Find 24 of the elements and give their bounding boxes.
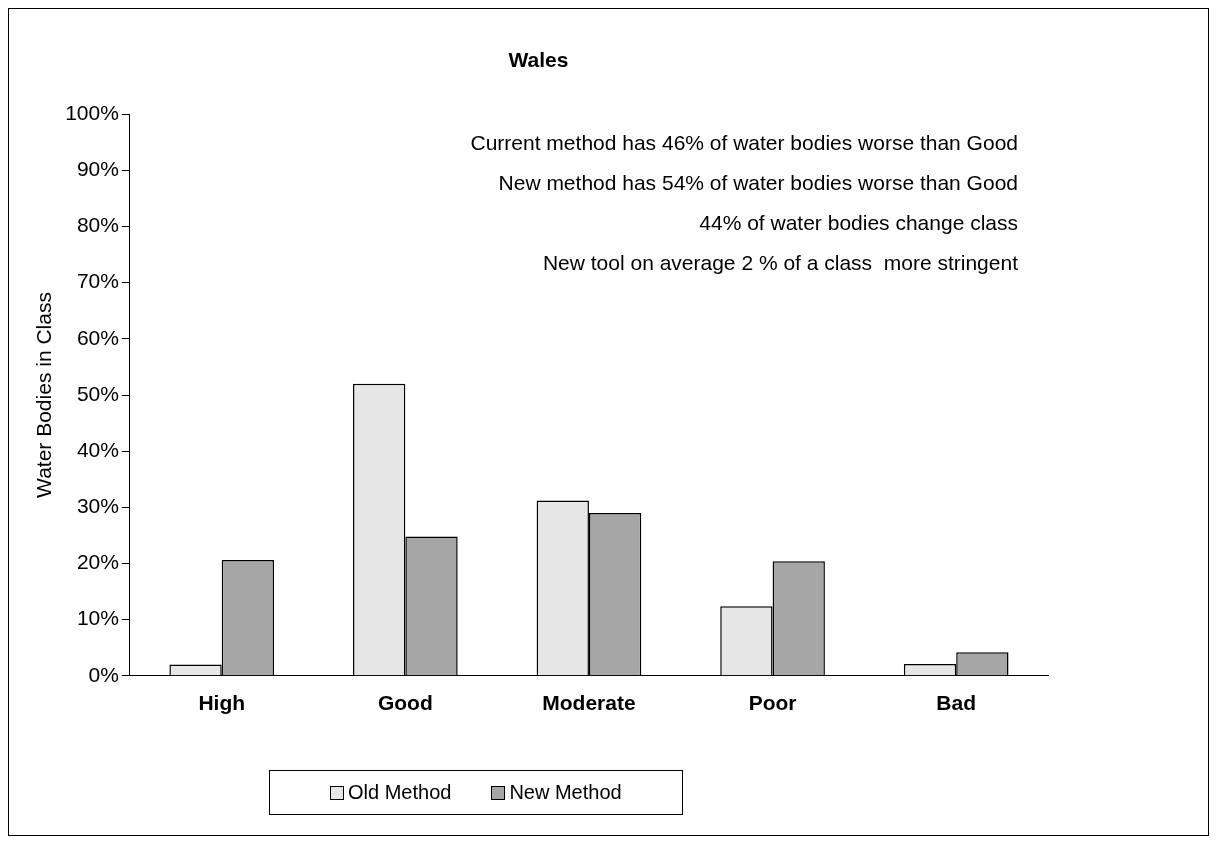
y-tick-label: 30%: [76, 494, 119, 518]
y-tick-label: 70%: [76, 269, 119, 293]
y-tick-label: 50%: [76, 381, 119, 405]
annotation: Current method has 46% of water bodies worse than Good: [470, 131, 1018, 154]
y-tick-label: 20%: [76, 550, 119, 574]
x-tick-label: Bad: [936, 691, 977, 715]
annotation: New tool on average 2 % of a class more stringent: [542, 251, 1019, 274]
legend-label: Old Method: [348, 781, 452, 804]
y-tick-label: 40%: [76, 437, 119, 461]
x-tick-label: High: [198, 691, 246, 715]
legend-label: New Method: [509, 781, 622, 804]
x-tick-label: Poor: [748, 691, 797, 715]
x-tick-label: Good: [377, 691, 433, 715]
y-tick-label: 10%: [76, 606, 119, 630]
y-tick-label: 0%: [88, 662, 119, 686]
chart-title: Wales: [508, 48, 569, 72]
y-tick-label: 80%: [76, 213, 119, 237]
y-tick-label: 90%: [76, 157, 119, 181]
x-tick-label: Moderate: [542, 691, 636, 715]
y-axis-title: Water Bodies in Class: [32, 292, 56, 498]
y-tick-label: 60%: [76, 325, 119, 349]
annotation: New method has 54% of water bodies worse than Good: [498, 171, 1018, 194]
y-tick-label: 100%: [65, 101, 119, 124]
annotation: 44% of water bodies change class: [699, 211, 1018, 234]
